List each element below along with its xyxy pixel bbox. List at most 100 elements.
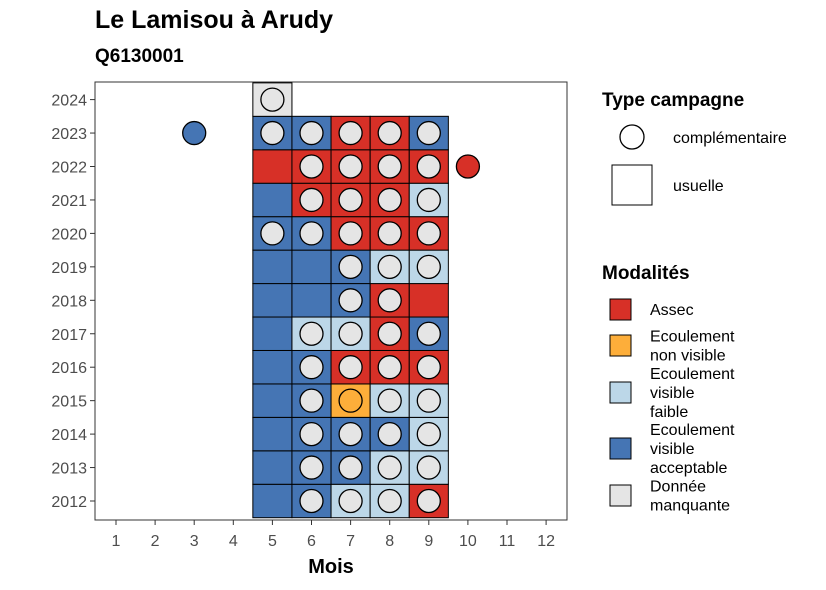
campaign-point-2013-8 bbox=[377, 455, 402, 480]
y-tick-label-2019: 2019 bbox=[51, 260, 87, 277]
campaign-point-2022-7 bbox=[338, 154, 363, 179]
campaign-point-2013-7 bbox=[338, 455, 363, 480]
y-tick-label-2015: 2015 bbox=[51, 394, 87, 411]
campaign-point-2022-8 bbox=[377, 154, 402, 179]
campaign-point-2023-8 bbox=[377, 120, 402, 146]
campaign-point-2023-9 bbox=[416, 120, 441, 146]
x-tick-label-12: 12 bbox=[537, 533, 555, 550]
y-tick-label-2022: 2022 bbox=[51, 160, 87, 177]
legend-type-title: Type campagne bbox=[602, 90, 744, 111]
campaign-point-2021-7 bbox=[338, 187, 363, 213]
heatmap-cell-2018-9 bbox=[408, 283, 449, 318]
campaign-point-2015-6 bbox=[299, 388, 324, 413]
chart-subtitle: Q6130001 bbox=[95, 46, 184, 67]
legend-label-faible-1: visible bbox=[650, 385, 695, 402]
campaign-point-2017-6 bbox=[299, 321, 324, 346]
heatmap-cell-2016-5 bbox=[252, 349, 293, 385]
heatmap-cell-2013-5 bbox=[252, 450, 293, 485]
campaign-point-2023-6 bbox=[299, 120, 324, 146]
y-tick-label-2017: 2017 bbox=[51, 327, 87, 344]
x-tick-label-8: 8 bbox=[385, 533, 394, 550]
legend-type-label-square: usuelle bbox=[673, 178, 724, 195]
campaign-point-2013-9 bbox=[416, 455, 441, 480]
heatmap-cell-2019-5 bbox=[252, 249, 293, 285]
campaign-point-2017-8 bbox=[377, 321, 402, 346]
campaign-point-2016-6 bbox=[299, 355, 324, 380]
campaign-point-2012-9 bbox=[416, 488, 441, 514]
y-tick-label-2018: 2018 bbox=[51, 293, 87, 310]
x-tick-label-1: 1 bbox=[112, 533, 121, 550]
legend-label-assec-0: Assec bbox=[650, 302, 694, 319]
campaign-point-2023-7 bbox=[338, 120, 363, 146]
y-tick-label-2013: 2013 bbox=[51, 461, 87, 478]
campaign-point-2019-8 bbox=[377, 254, 402, 280]
campaign-point-2022-10 bbox=[455, 154, 481, 179]
legend-modalites-title: Modalités bbox=[602, 263, 690, 284]
legend-type-campagne: Type campagne complémentaire usuelle bbox=[602, 90, 787, 206]
campaign-point-2012-8 bbox=[377, 488, 402, 514]
legend-label-accept-1: visible bbox=[650, 441, 695, 458]
x-axis-label: Mois bbox=[308, 556, 354, 578]
x-tick-label-4: 4 bbox=[229, 533, 238, 550]
campaign-point-2020-7 bbox=[338, 221, 363, 246]
campaign-point-2017-7 bbox=[338, 321, 363, 346]
legend-type-label-circle: complémentaire bbox=[673, 130, 787, 147]
campaign-point-2021-8 bbox=[377, 187, 402, 213]
legend-square-key bbox=[611, 164, 653, 206]
x-tick-label-5: 5 bbox=[268, 533, 277, 550]
x-tick-label-6: 6 bbox=[307, 533, 316, 550]
campaign-point-2014-9 bbox=[416, 421, 441, 447]
legend-label-accept-2: acceptable bbox=[650, 460, 727, 477]
campaign-point-2022-9 bbox=[416, 154, 441, 179]
legend-label-accept-0: Ecoulement bbox=[650, 422, 735, 439]
campaign-point-2013-6 bbox=[299, 455, 324, 480]
legend-label-faible-2: faible bbox=[650, 404, 688, 421]
campaign-point-2022-6 bbox=[299, 154, 324, 179]
y-tick-label-2024: 2024 bbox=[51, 93, 87, 110]
campaign-point-2020-8 bbox=[377, 221, 402, 246]
campaign-point-2018-7 bbox=[338, 288, 363, 313]
heatmap-cell-2012-5 bbox=[252, 483, 293, 519]
legend-key-assec bbox=[609, 298, 632, 321]
legend-key-nonvis bbox=[609, 334, 632, 357]
heatmap-cell-2018-5 bbox=[252, 283, 293, 318]
campaign-point-2016-9 bbox=[416, 355, 441, 380]
heatmap-cell-2014-5 bbox=[252, 416, 293, 452]
campaign-point-2021-9 bbox=[416, 187, 441, 213]
campaign-point-2020-6 bbox=[299, 221, 324, 246]
legend-label-faible-0: Ecoulement bbox=[650, 366, 735, 383]
legend-label-manq-1: manquante bbox=[650, 498, 730, 515]
campaign-point-2017-9 bbox=[416, 321, 441, 346]
x-axis: 1 2 3 4 5 6 7 8 9 10 11 12 bbox=[112, 520, 555, 550]
campaign-point-2015-9 bbox=[416, 388, 441, 413]
legend-key-faible bbox=[609, 381, 632, 404]
campaign-point-2016-7 bbox=[338, 355, 363, 380]
campaign-point-2014-6 bbox=[299, 421, 324, 447]
campaign-point-2023-5 bbox=[260, 120, 285, 146]
x-tick-label-3: 3 bbox=[190, 533, 199, 550]
campaign-point-2014-7 bbox=[338, 421, 363, 447]
campaign-point-2018-8 bbox=[377, 288, 402, 313]
y-tick-label-2023: 2023 bbox=[51, 126, 87, 143]
legend-label-nonvis-0: Ecoulement bbox=[650, 329, 735, 346]
legend-key-manq bbox=[609, 484, 632, 507]
campaign-point-2012-7 bbox=[338, 488, 363, 514]
legend-label-manq-0: Donnée bbox=[650, 479, 706, 496]
x-tick-label-7: 7 bbox=[346, 533, 355, 550]
campaign-point-2016-8 bbox=[377, 355, 402, 380]
campaign-point-2023-3 bbox=[182, 120, 207, 146]
x-tick-label-10: 10 bbox=[459, 533, 477, 550]
y-tick-label-2021: 2021 bbox=[51, 193, 87, 210]
y-tick-label-2012: 2012 bbox=[51, 494, 87, 511]
campaign-point-2021-6 bbox=[299, 187, 324, 213]
campaign-point-2020-9 bbox=[416, 221, 441, 246]
x-tick-label-9: 9 bbox=[424, 533, 433, 550]
legend-key-accept bbox=[609, 437, 632, 460]
heatmap-cell-2021-5 bbox=[252, 182, 293, 218]
campaign-point-2020-5 bbox=[260, 221, 285, 246]
legend-label-nonvis-1: non visible bbox=[650, 348, 726, 365]
heatmap-cell-2018-6 bbox=[291, 283, 332, 318]
campaign-point-2019-9 bbox=[416, 254, 441, 280]
heatmap-cell-2019-6 bbox=[291, 249, 332, 285]
